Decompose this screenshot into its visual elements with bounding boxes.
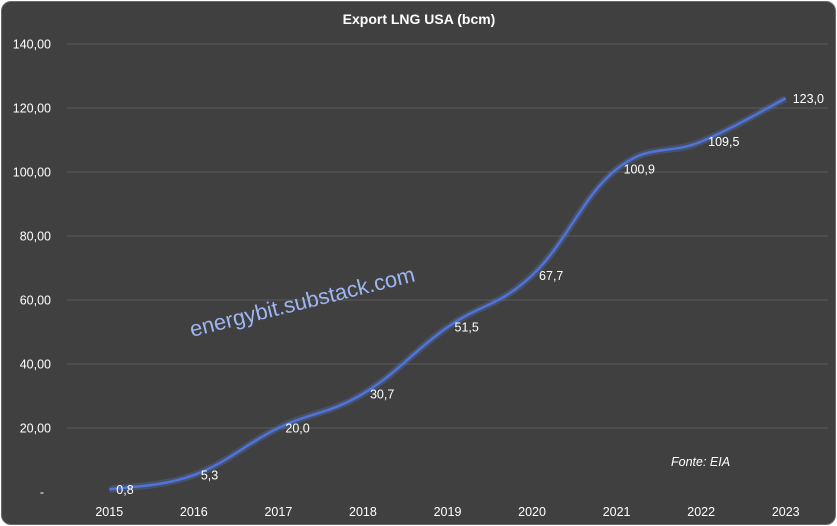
y-tick-label: 120,00 [13,102,51,116]
data-label: 30,7 [370,387,394,401]
data-label: 100,9 [624,163,655,177]
y-tick-label: 100,00 [13,166,51,180]
y-tick-label: 60,00 [20,294,51,308]
x-tick-label: 2015 [95,505,123,519]
y-tick-label: - [40,486,44,500]
y-tick-label: 40,00 [20,358,51,372]
y-tick-label: 80,00 [20,230,51,244]
data-label: 0,8 [116,483,133,497]
data-label: 67,7 [539,269,563,283]
data-label: 109,5 [708,135,739,149]
x-tick-label: 2018 [349,505,377,519]
y-tick-label: 20,00 [20,422,51,436]
data-label: 20,0 [285,422,309,436]
series-line-glow [108,95,788,493]
x-tick-label: 2016 [180,505,208,519]
chart-title: Export LNG USA (bcm) [343,11,496,27]
x-tick-label: 2019 [434,505,462,519]
watermark-text: energybit.substack.com [187,262,417,342]
source-note: Fonte: EIA [671,455,730,469]
data-label: 5,3 [201,469,218,483]
y-tick-label: 140,00 [13,38,51,52]
data-label: 123,0 [793,92,824,106]
x-tick-label: 2020 [518,505,546,519]
data-label: 51,5 [455,321,479,335]
x-tick-label: 2017 [264,505,292,519]
x-tick-label: 2022 [687,505,715,519]
x-tick-label: 2023 [772,505,800,519]
x-tick-label: 2021 [603,505,631,519]
series-line [109,97,787,491]
